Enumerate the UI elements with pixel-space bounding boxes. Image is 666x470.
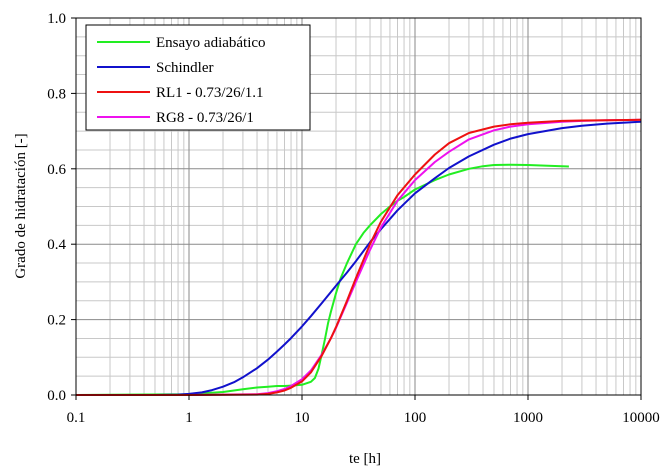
x-tick-label: 10 [295, 410, 310, 426]
series-line-2 [76, 118, 642, 396]
legend: Ensayo adiabático Schindler RL1 - 0.73/26/… [85, 24, 311, 131]
series-line-3 [76, 118, 642, 396]
y-tick-label: 0.8 [47, 86, 66, 102]
legend-label: RL1 - 0.73/26/1.1 [156, 85, 264, 101]
y-axis-label: Grado de hidratación [-] [13, 133, 29, 278]
x-tick-label: 1000 [513, 410, 543, 426]
y-tick-label: 0.0 [47, 388, 66, 404]
x-tick-label: 1 [185, 410, 193, 426]
plot-frame [75, 17, 642, 396]
x-tick-label: 100 [404, 410, 427, 426]
y-tick-labels: 0.0 0.2 0.4 0.6 0.8 1.0 [47, 11, 66, 404]
y-tick-label: 0.2 [47, 313, 66, 329]
y-tick-label: 0.6 [47, 162, 66, 178]
series-layer [75, 118, 642, 396]
legend-label: Schindler [156, 60, 214, 76]
x-axis-label: te [h] [349, 451, 381, 467]
x-tick-label: 10000 [622, 410, 660, 426]
x-tick-label: 0.1 [67, 410, 86, 426]
ticks-layer [71, 17, 642, 400]
series-line-1 [76, 120, 642, 396]
legend-label: Ensayo adiabático [156, 35, 266, 51]
y-tick-label: 0.4 [47, 237, 66, 253]
y-tick-label: 1.0 [47, 11, 66, 27]
series-line-0 [75, 163, 569, 396]
legend-label: RG8 - 0.73/26/1 [156, 110, 254, 126]
x-tick-labels: 0.1 1 10 100 1000 10000 [67, 410, 660, 426]
